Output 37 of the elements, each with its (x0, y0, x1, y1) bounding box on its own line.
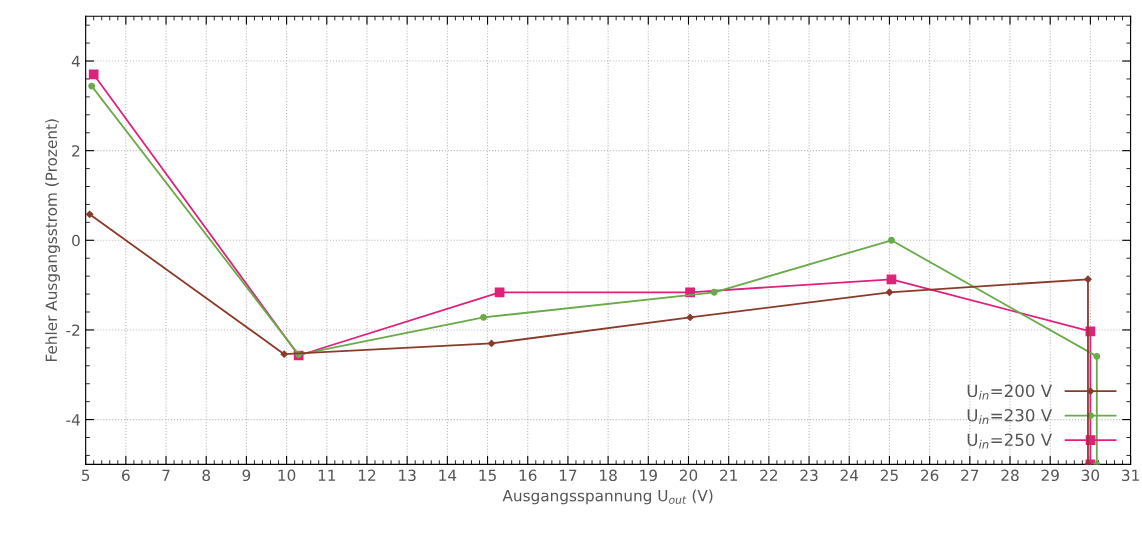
y-axis-title: Fehler Ausgangsstrom (Prozent) (45, 119, 60, 362)
x-tick-label: 15 (479, 469, 496, 482)
x-tick-label: 18 (600, 469, 617, 482)
x-tick-label: 23 (800, 469, 818, 482)
x-tick-label: 11 (318, 469, 336, 481)
y-tick-label: -4 (66, 414, 80, 426)
x-tick-label: 7 (162, 469, 170, 481)
legend-label: U$_{in}$=200 V (967, 384, 1053, 400)
x-axis-title: Ausgangsspannung U$_{out}$ (V) (502, 489, 713, 505)
x-tick-label: 5 (81, 469, 90, 482)
x-tick-label: 26 (921, 469, 939, 482)
x-tick-label: 9 (242, 469, 251, 482)
x-tick-label: 20 (679, 469, 698, 482)
x-tick-label: 21 (720, 469, 737, 481)
legend-label: U$_{in}$=250 V (967, 433, 1053, 449)
x-tick-label: 27 (961, 469, 979, 481)
x-tick-label: 19 (640, 469, 657, 482)
x-tick-label: 16 (519, 469, 537, 482)
x-tick-label: 24 (840, 469, 859, 481)
x-tick-label: 30 (1081, 469, 1100, 482)
x-tick-label: 25 (880, 469, 898, 482)
legend-label: U$_{in}$=230 V (967, 408, 1053, 425)
x-tick-label: 10 (278, 469, 296, 482)
x-tick-label: 6 (122, 469, 130, 482)
y-tick-label: -2 (66, 324, 80, 336)
x-tick-label: 13 (399, 469, 416, 482)
x-tick-label: 29 (1041, 469, 1059, 482)
x-tick-label: 31 (1122, 469, 1139, 482)
y-tick-label: 0 (72, 234, 80, 247)
y-tick-label: 2 (72, 145, 80, 157)
y-tick-label: 4 (71, 55, 80, 67)
x-tick-label: 28 (1001, 469, 1019, 482)
x-tick-label: 17 (559, 469, 577, 481)
x-tick-label: 8 (202, 469, 211, 482)
x-tick-label: 22 (760, 469, 778, 481)
x-tick-label: 12 (358, 469, 376, 481)
x-tick-label: 14 (439, 469, 457, 481)
